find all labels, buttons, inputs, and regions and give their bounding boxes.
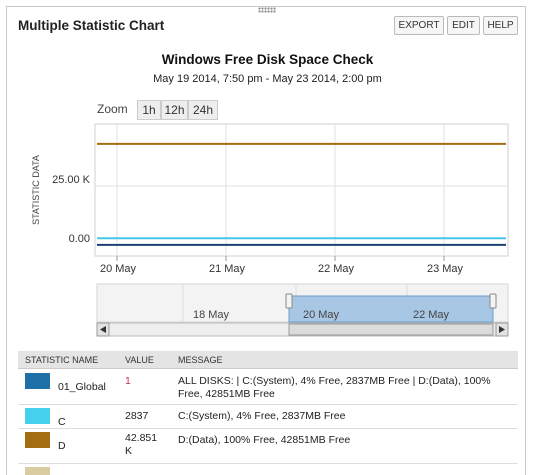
scroll-arrow xyxy=(499,326,505,333)
panel-border xyxy=(6,6,526,475)
navigator-tick-label: 22 May xyxy=(413,309,450,321)
navigator-handle xyxy=(489,293,497,309)
column-header: STATISTIC NAME xyxy=(25,355,99,365)
scrollbar-thumb xyxy=(288,323,494,336)
chart-title: Windows Free Disk Space Check xyxy=(161,52,374,67)
statistic-name: 01_Global xyxy=(58,381,106,393)
plot-area xyxy=(94,123,509,257)
statistic-name: D xyxy=(58,440,66,452)
chart-subtitle: May 19 2014, 7:50 pm - May 23 2014, 2:00… xyxy=(153,73,382,85)
row-divider xyxy=(18,463,518,464)
navigator-handle xyxy=(285,293,293,309)
row-divider xyxy=(18,428,518,429)
zoom-button[interactable]: 24h xyxy=(188,100,218,120)
navigator-tick-label: 20 May xyxy=(303,309,340,321)
x-tick-label: 22 May xyxy=(318,263,355,275)
color-swatch xyxy=(25,467,50,475)
color-swatch xyxy=(25,432,50,448)
y-axis-label: STATISTIC DATA xyxy=(31,155,41,225)
widget-title: Multiple Statistic Chart xyxy=(18,18,165,33)
y-tick-label: 25.00 K xyxy=(52,174,91,186)
zoom-button[interactable]: 12h xyxy=(161,100,188,120)
message: ALL DISKS: | C:(System), 4% Free, 2837MB… xyxy=(178,375,491,400)
statistic-value: 42.851 K xyxy=(125,432,158,457)
statistic-name: C xyxy=(58,416,66,428)
zoom-button[interactable]: 1h xyxy=(137,100,161,120)
scroll-arrow xyxy=(100,326,106,333)
navigator-tick-label: 18 May xyxy=(193,309,230,321)
x-tick-label: 23 May xyxy=(427,263,464,275)
header-button[interactable]: HELP xyxy=(483,16,518,35)
row-divider xyxy=(18,404,518,405)
column-header: MESSAGE xyxy=(178,355,223,365)
chart: 20 May 21 May 22 May 23 May 0.00 25.00 K STATI… xyxy=(31,123,509,337)
column-header: VALUE xyxy=(125,355,154,365)
color-swatch xyxy=(25,373,50,389)
header-button[interactable]: EDIT xyxy=(447,16,480,35)
statistic-value: 2837 xyxy=(125,410,149,422)
drag-handle[interactable] xyxy=(258,7,276,13)
x-tick-label: 21 May xyxy=(209,263,246,275)
x-tick-label: 20 May xyxy=(100,263,137,275)
statistic-value: 1 xyxy=(125,375,131,387)
header-button[interactable]: EXPORT xyxy=(394,16,444,35)
message: C:(System), 4% Free, 2837MB Free xyxy=(178,410,346,422)
zoom-label: Zoom xyxy=(97,102,128,116)
y-tick-label: 0.00 xyxy=(69,233,90,245)
message: D:(Data), 100% Free, 42851MB Free xyxy=(178,434,351,446)
table-header xyxy=(18,351,518,369)
color-swatch xyxy=(25,408,50,424)
navigator-selection xyxy=(288,295,494,323)
